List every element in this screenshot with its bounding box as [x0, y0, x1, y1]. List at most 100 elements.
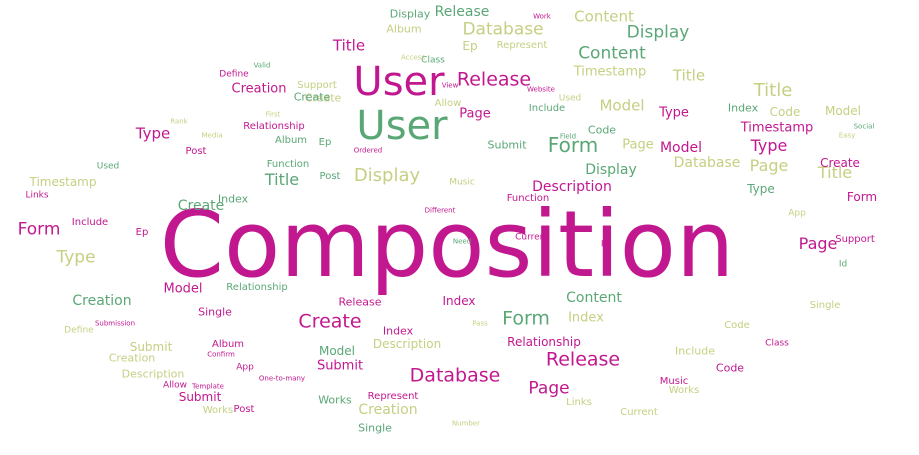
word: Id	[838, 259, 848, 270]
word: Social	[853, 122, 875, 131]
word: Release	[545, 348, 621, 371]
word: Form	[547, 133, 599, 157]
word: Media	[201, 131, 223, 140]
word: Submit	[178, 390, 222, 404]
word: Current	[515, 232, 549, 243]
word: Single	[809, 300, 841, 311]
word: Current	[620, 407, 658, 418]
word: Links	[566, 397, 592, 408]
word: Index	[382, 324, 414, 338]
word: Title	[817, 163, 853, 182]
word: Easy	[838, 131, 856, 140]
word: Content	[578, 43, 646, 64]
word: Release	[338, 295, 382, 309]
word: Code	[587, 123, 617, 137]
word: Release	[434, 4, 490, 20]
word: Music	[659, 376, 689, 387]
word: Function	[506, 193, 550, 204]
word: Ep	[318, 137, 332, 148]
word: Links	[25, 190, 49, 201]
word: Database	[462, 19, 544, 40]
word: Works	[202, 405, 234, 416]
word: Album	[386, 22, 422, 36]
word: Works	[318, 393, 352, 407]
word: Form	[502, 307, 550, 330]
word: Class	[765, 338, 789, 349]
word: Ep	[135, 227, 149, 238]
word: Creation	[72, 293, 132, 309]
word: Ordered	[353, 146, 383, 155]
word: Form	[846, 190, 878, 204]
word: Submit	[129, 340, 173, 354]
word: Title	[332, 36, 366, 55]
word: Timestamp	[740, 120, 814, 136]
word: Include	[528, 103, 566, 114]
word: Work	[533, 12, 551, 21]
word: Code	[715, 361, 745, 375]
word: Valid	[253, 61, 271, 70]
word: Release	[456, 68, 532, 91]
word: Relationship	[243, 121, 305, 132]
word: Description	[532, 179, 612, 195]
word: Used	[558, 93, 582, 104]
word: Support	[835, 234, 875, 245]
word: Code	[769, 105, 801, 119]
word: Model	[824, 104, 862, 118]
word: Page	[459, 106, 491, 122]
word: Display	[353, 165, 421, 186]
word: Id	[600, 239, 610, 250]
word: Content	[566, 290, 622, 306]
word: Support	[297, 80, 337, 91]
word: Album	[274, 135, 308, 146]
word: Create	[298, 310, 362, 333]
word: Create	[177, 198, 225, 214]
word: User	[356, 103, 448, 149]
word: Submit	[316, 358, 364, 374]
word: Model	[659, 140, 703, 156]
word: Works	[668, 385, 700, 396]
word: Submission	[94, 319, 136, 328]
word: Page	[622, 137, 654, 153]
word: Allow	[162, 380, 188, 391]
word: Music	[449, 177, 475, 188]
word: Creation	[231, 81, 287, 97]
word: Page	[749, 156, 789, 175]
word: Type	[135, 124, 171, 143]
word: Rank	[170, 117, 188, 126]
word: Title	[753, 80, 793, 101]
word: Database	[409, 364, 501, 387]
word: Title	[264, 170, 300, 189]
word: Creation	[358, 402, 418, 418]
word: Pass	[472, 319, 488, 328]
word: Display	[389, 7, 431, 21]
word: Code	[724, 320, 750, 331]
word: Allow	[434, 98, 462, 109]
word: Index	[442, 294, 476, 308]
word: App	[236, 362, 254, 373]
word: Type	[56, 247, 96, 268]
word: Type	[659, 105, 689, 121]
word: Type	[747, 182, 775, 196]
word: Represent	[496, 40, 548, 51]
word: Different	[424, 206, 456, 215]
word: Description	[372, 337, 442, 351]
word: Post	[185, 146, 207, 157]
word: Model	[318, 344, 356, 358]
word: One-to-many	[258, 374, 306, 383]
word: Number	[451, 419, 481, 428]
word: First	[265, 110, 281, 119]
word: Function	[266, 159, 310, 170]
word: Single	[198, 305, 232, 319]
word: Index	[727, 101, 759, 115]
word: Access	[401, 53, 425, 62]
word: Website	[527, 85, 555, 94]
word: Model	[599, 96, 645, 115]
word: Content	[574, 7, 634, 26]
word: Create	[820, 156, 860, 170]
word: Display	[585, 162, 637, 178]
word: Define	[219, 69, 249, 80]
word: Create	[293, 90, 331, 104]
word: Page	[798, 234, 838, 253]
word: Relationship	[226, 282, 288, 293]
